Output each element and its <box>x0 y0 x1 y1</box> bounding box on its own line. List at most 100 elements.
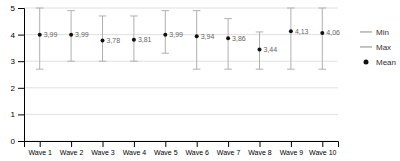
y-tick-label: 5 <box>11 4 16 13</box>
y-tick: 2 <box>11 84 24 93</box>
x-tick-mark <box>40 141 41 147</box>
legend-label: Mean <box>376 58 396 67</box>
data-labels: 3,993,993,783,813,993,943,863,444,134,06 <box>44 28 340 53</box>
x-tick-label: Wave 9 <box>280 149 304 156</box>
legend-symbol <box>360 31 372 33</box>
data-label: 4,06 <box>326 29 340 36</box>
y-tick-label: 1 <box>11 110 16 119</box>
legend-item: Max <box>360 43 391 52</box>
x-tick-label: Wave 5 <box>154 149 178 156</box>
max-cap <box>319 8 327 9</box>
y-tick: 3 <box>11 57 24 66</box>
x-axis: Wave 1 Wave 2 Wave 3 Wave 4 Wave 5 Wave 6 Wave… <box>25 141 339 156</box>
data-label: 3,99 <box>169 31 183 38</box>
x-tick: Wave 9 <box>280 141 304 156</box>
min-cap <box>287 69 295 70</box>
x-tick-mark <box>134 141 135 147</box>
legend-label: Min <box>376 28 389 37</box>
mean-point <box>195 34 199 38</box>
max-cap <box>99 15 107 16</box>
y-tick-mark <box>18 35 24 36</box>
grid <box>24 8 338 141</box>
x-tick: Wave 3 <box>91 141 115 156</box>
legend-symbol <box>364 59 369 64</box>
x-tick-mark <box>71 141 72 147</box>
y-tick: 0 <box>11 137 24 146</box>
y-tick-mark <box>18 88 24 89</box>
max-cap <box>36 8 44 9</box>
grid-line <box>24 114 338 115</box>
min-cap <box>319 69 327 70</box>
x-tick-label: Wave 4 <box>123 149 147 156</box>
range-line <box>290 8 291 69</box>
x-tick: Wave 4 <box>123 141 147 156</box>
x-tick-label: Wave 2 <box>60 149 84 156</box>
x-tick-label: Wave 3 <box>91 149 115 156</box>
x-tick-mark <box>291 141 292 147</box>
y-axis: 0 1 2 3 4 5 <box>11 4 25 146</box>
x-tick-label: Wave 10 <box>309 149 336 156</box>
x-tick-label: Wave 6 <box>185 149 209 156</box>
y-tick-label: 3 <box>11 57 16 66</box>
data-label: 3,99 <box>75 31 89 38</box>
min-cap <box>67 61 75 62</box>
y-tick-mark <box>18 61 24 62</box>
data-label: 3,86 <box>232 35 246 42</box>
min-cap <box>130 61 138 62</box>
chart: 012345Wave 1Wave 2Wave 3Wave 4Wave 5Wave… <box>0 0 400 161</box>
min-cap <box>224 69 232 70</box>
data-label: 3,99 <box>44 31 58 38</box>
min-cap <box>256 69 264 70</box>
range-line <box>165 11 166 54</box>
x-tick: Wave 2 <box>60 141 84 156</box>
x-tick-mark <box>322 141 323 147</box>
x-tick: Wave 7 <box>217 141 241 156</box>
x-tick: Wave 6 <box>185 141 209 156</box>
range-line <box>39 8 40 69</box>
x-tick-label: Wave 8 <box>248 149 272 156</box>
y-tick: 4 <box>11 31 24 40</box>
range-line <box>228 19 229 70</box>
marks <box>36 8 326 69</box>
x-tick-label: Wave 7 <box>217 149 241 156</box>
x-tick-mark <box>228 141 229 147</box>
max-cap <box>67 10 75 11</box>
min-cap <box>36 69 44 70</box>
y-tick-mark <box>18 141 24 142</box>
max-cap <box>162 10 170 11</box>
y-axis-line <box>18 9 25 142</box>
x-tick-mark <box>197 141 198 147</box>
x-tick: Wave 10 <box>309 141 336 156</box>
x-tick-mark <box>165 141 166 147</box>
grid-line <box>24 87 338 88</box>
y-tick: 5 <box>11 4 24 13</box>
x-tick: Wave 5 <box>154 141 178 156</box>
data-label: 3,94 <box>201 33 215 40</box>
max-cap <box>224 18 232 19</box>
legend-label: Max <box>376 43 391 52</box>
mean-point <box>101 38 105 42</box>
range-line <box>322 8 323 69</box>
legend-symbol <box>360 46 372 48</box>
mean-point <box>226 36 230 40</box>
y-tick-label: 2 <box>11 84 16 93</box>
x-tick: Wave 1 <box>28 141 52 156</box>
mean-point <box>320 31 324 35</box>
data-label: 4,13 <box>295 28 309 35</box>
min-cap <box>193 69 201 70</box>
range-line <box>196 11 197 70</box>
min-cap <box>99 61 107 62</box>
y-tick-mark <box>18 114 24 115</box>
grid-line <box>24 8 338 9</box>
x-tick-label: Wave 1 <box>28 149 52 156</box>
data-label: 3,78 <box>107 37 121 44</box>
min-cap <box>162 53 170 54</box>
max-cap <box>256 31 264 32</box>
max-cap <box>193 10 201 11</box>
max-cap <box>130 15 138 16</box>
legend-item: Min <box>360 28 389 37</box>
y-tick: 1 <box>11 110 24 119</box>
mean-point <box>69 33 73 37</box>
x-tick: Wave 8 <box>248 141 272 156</box>
mean-point <box>38 33 42 37</box>
